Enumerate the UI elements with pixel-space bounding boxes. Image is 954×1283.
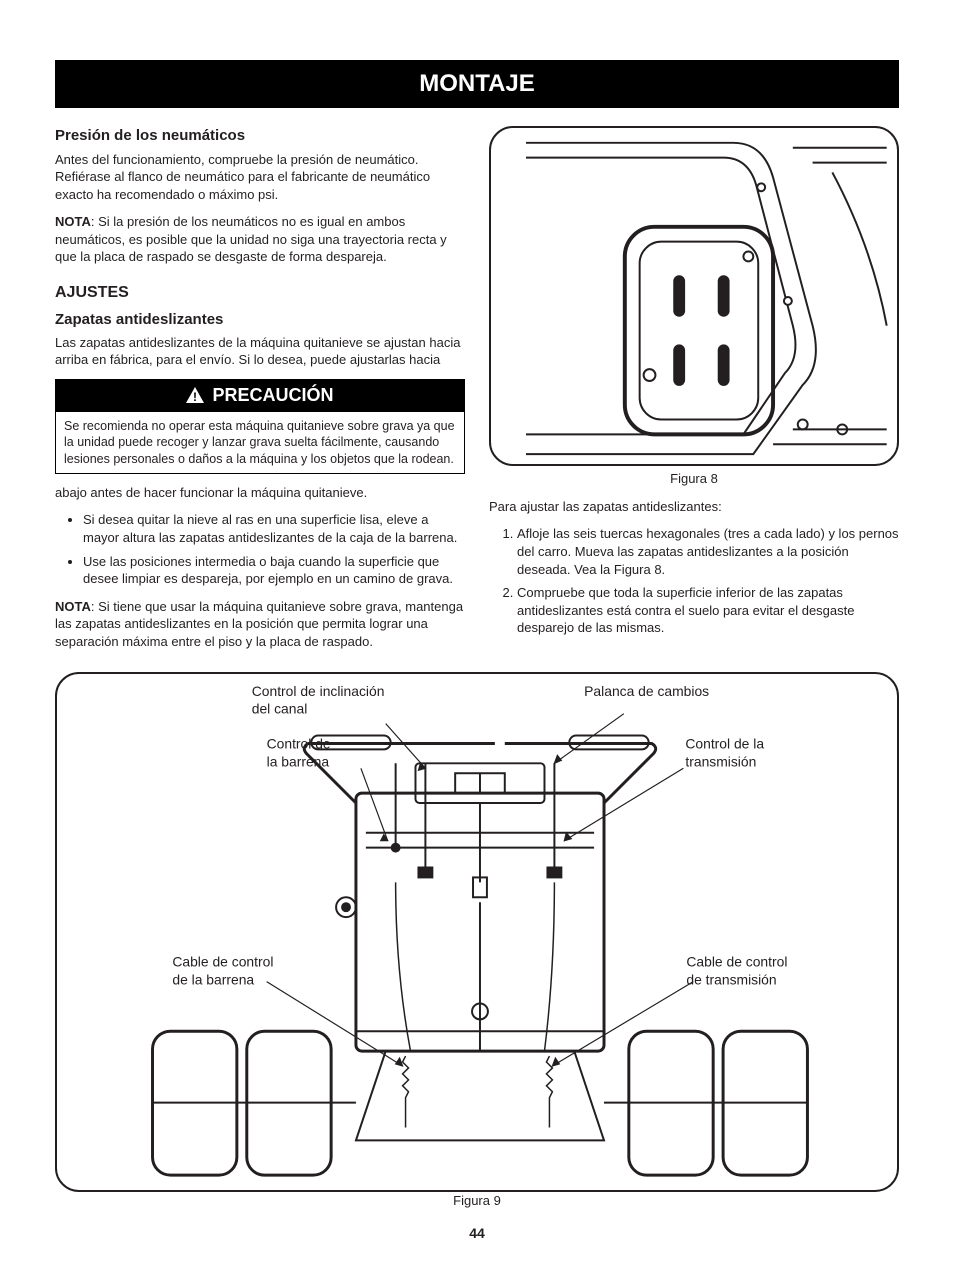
list-item: Afloje las seis tuercas hexagonales (tre… (517, 525, 899, 578)
fig9-label-drive-ctrl-2: transmisión (685, 754, 756, 770)
tire-heading: Presión de los neumáticos (55, 126, 465, 146)
warning-icon: ! (186, 387, 204, 403)
figure-8 (489, 126, 899, 466)
list-item: Compruebe que toda la superficie inferio… (517, 584, 899, 637)
fig9-label-tilt-2: del canal (252, 701, 308, 717)
skid-p2: abajo antes de hacer funcionar la máquin… (55, 484, 465, 502)
skid-p1: Las zapatas antideslizantes de la máquin… (55, 334, 465, 369)
ajustes-heading: AJUSTES (55, 282, 465, 304)
right-column: Figura 8 Para ajustar las zapatas antide… (489, 126, 899, 660)
right-intro: Para ajustar las zapatas antideslizantes… (489, 498, 899, 516)
left-column: Presión de los neumáticos Antes del func… (55, 126, 465, 660)
caution-label: PRECAUCIÓN (212, 383, 333, 407)
svg-text:!: ! (193, 390, 197, 403)
fig9-label-auger-cable-2: de la barrena (172, 972, 254, 988)
two-column-layout: Presión de los neumáticos Antes del func… (55, 126, 899, 660)
skid-note2: NOTA: Si tiene que usar la máquina quita… (55, 598, 465, 651)
fig9-label-tilt-1: Control de inclinación (252, 683, 385, 699)
skid-bullets: Si desea quitar la nieve al ras en una s… (55, 511, 465, 587)
page-title-bar: MONTAJE (55, 60, 899, 108)
fig9-label-drive-cable-2: de transmisión (686, 972, 776, 988)
steps-list: Afloje las seis tuercas hexagonales (tre… (489, 525, 899, 636)
list-item: Use las posiciones intermedia o baja cua… (83, 553, 465, 588)
fig9-label-auger-ctrl-2: la barrena (267, 754, 330, 770)
fig9-label-drive-ctrl-1: Control de la (685, 736, 764, 752)
fig9-label-auger-cable-1: Cable de control (172, 954, 273, 970)
tire-p1: Antes del funcionamiento, compruebe la p… (55, 151, 465, 204)
caution-header: ! PRECAUCIÓN (55, 379, 465, 411)
figure-9-caption: Figura 9 (55, 1192, 899, 1210)
page-number: 44 (55, 1224, 899, 1243)
fig9-label-shift: Palanca de cambios (584, 683, 709, 699)
fig9-label-auger-ctrl-1: Control de (267, 736, 331, 752)
figure-8-caption: Figura 8 (489, 470, 899, 488)
figure-9: Control de inclinación del canal Control… (55, 672, 899, 1192)
figure-9-wrap: Control de inclinación del canal Control… (55, 672, 899, 1210)
fig9-label-drive-cable-1: Cable de control (686, 954, 787, 970)
tire-note: NOTA: Si la presión de los neumáticos no… (55, 213, 465, 266)
caution-box: Se recomienda no operar esta máquina qui… (55, 411, 465, 474)
skid-heading: Zapatas antideslizantes (55, 310, 465, 330)
list-item: Si desea quitar la nieve al ras en una s… (83, 511, 465, 546)
